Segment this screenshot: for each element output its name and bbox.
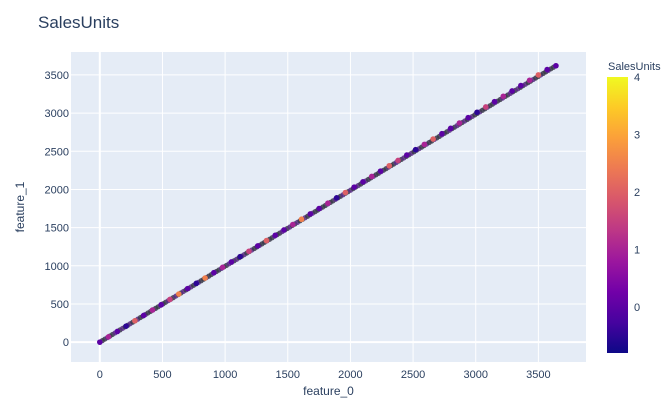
data-point	[404, 152, 410, 158]
colorbar-tick-label: 2	[634, 187, 640, 199]
data-point	[307, 211, 314, 217]
data-point	[289, 221, 296, 228]
y-axis-title: feature_1	[13, 181, 27, 232]
data-point	[97, 339, 103, 345]
data-point	[333, 195, 340, 201]
data-point	[325, 200, 331, 206]
data-point	[193, 280, 200, 287]
data-point	[140, 312, 147, 319]
x-tick-label: 1000	[213, 369, 237, 381]
data-point	[342, 189, 349, 196]
data-point	[149, 307, 156, 313]
data-point	[351, 184, 357, 190]
colorbar-tick-label: 0	[634, 302, 640, 314]
y-tick-label: 1000	[45, 261, 69, 273]
data-point	[219, 264, 226, 271]
y-tick-label: 2500	[45, 146, 69, 158]
x-tick-label: 1500	[276, 369, 300, 381]
data-point	[395, 157, 401, 164]
data-point	[246, 248, 252, 255]
data-point	[412, 146, 419, 153]
data-point	[167, 296, 173, 303]
y-tick-label: 3000	[45, 108, 69, 120]
chart-title: SalesUnits	[38, 13, 119, 32]
data-point	[421, 141, 428, 148]
data-point	[123, 323, 129, 329]
colorbar-tick-labels: 0 1 2 3 4	[634, 72, 640, 314]
data-point	[360, 179, 366, 185]
x-tick-label: 500	[153, 369, 171, 381]
data-point	[456, 120, 463, 126]
data-point	[228, 259, 235, 265]
gridlines	[71, 52, 586, 362]
y-tick-label: 2000	[45, 184, 69, 196]
x-tick-labels: 0 500 1000 1500 2000 2500 3000 3500	[97, 369, 551, 381]
data-point	[439, 130, 445, 137]
data-point	[158, 301, 165, 308]
colorbar	[607, 77, 628, 353]
data-point	[509, 88, 515, 94]
x-axis-title: feature_0	[303, 384, 354, 398]
data-point	[298, 216, 305, 223]
data-point	[316, 205, 322, 212]
y-tick-label: 500	[51, 299, 69, 311]
data-point	[368, 173, 375, 180]
x-tick-label: 3500	[526, 369, 550, 381]
data-point	[254, 243, 261, 249]
data-point	[105, 334, 112, 340]
data-point	[184, 285, 191, 292]
y-tick-label: 0	[63, 337, 69, 349]
data-point	[132, 317, 138, 324]
colorbar-tick-label: 3	[634, 130, 640, 142]
y-tick-label: 1500	[45, 223, 69, 235]
y-tick-labels: 0 500 1000 1500 2000 2500 3000 3500	[45, 70, 69, 349]
data-points	[97, 62, 559, 345]
data-point	[535, 72, 542, 78]
data-point	[386, 162, 393, 169]
data-point	[202, 275, 208, 281]
data-point	[518, 82, 524, 89]
data-point	[447, 125, 454, 132]
data-point	[544, 66, 550, 73]
data-point	[482, 104, 489, 110]
data-point	[553, 62, 559, 69]
data-point	[175, 291, 182, 297]
data-point	[272, 232, 279, 239]
data-point	[281, 227, 287, 233]
x-tick-label: 3000	[463, 369, 487, 381]
colorbar-tick-label: 4	[634, 72, 640, 84]
data-point	[237, 253, 243, 260]
colorbar-tick-label: 1	[634, 245, 640, 257]
data-point	[377, 168, 384, 174]
x-tick-label: 2000	[338, 369, 362, 381]
x-tick-label: 2500	[401, 369, 425, 381]
data-point	[500, 93, 507, 100]
data-point	[430, 136, 436, 142]
x-tick-label: 0	[97, 369, 103, 381]
data-point	[526, 77, 533, 84]
colorbar-title: SalesUnits	[608, 61, 661, 73]
data-point	[474, 109, 480, 116]
y-tick-label: 3500	[45, 70, 69, 82]
data-point	[263, 237, 270, 244]
data-point	[465, 114, 472, 121]
data-point	[491, 98, 498, 105]
data-point	[211, 269, 217, 276]
data-point	[114, 328, 121, 335]
